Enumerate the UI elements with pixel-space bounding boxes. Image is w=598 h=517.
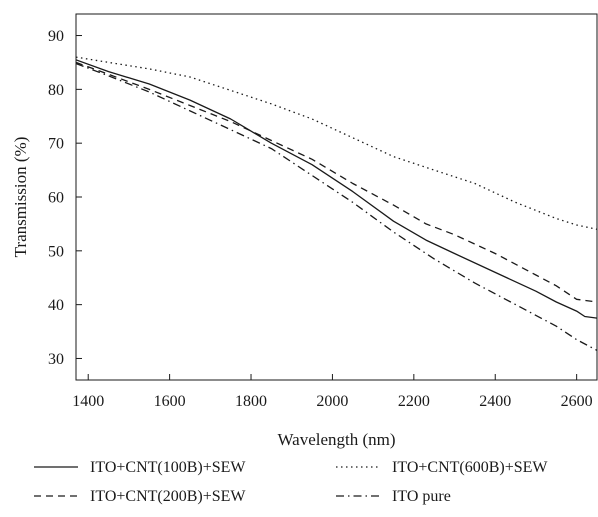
y-axis: 30 40 50 60 70 80 90 [48, 28, 82, 368]
x-axis: 1400 1600 1800 2000 2200 2400 2600 [72, 374, 593, 410]
plot-frame [75, 13, 598, 381]
y-tick-label: 70 [48, 136, 64, 153]
x-tick-label: 2600 [561, 393, 593, 410]
y-tick-label: 60 [48, 190, 64, 207]
series-line-3 [76, 56, 597, 230]
legend: ITO+CNT(100B)+SEW ITO+CNT(200B)+SEW ITO+CN… [34, 459, 548, 505]
y-tick-label: 30 [48, 351, 64, 368]
legend-label-3: ITO+CNT(600B)+SEW [392, 459, 548, 476]
legend-label-1: ITO+CNT(100B)+SEW [90, 459, 246, 476]
y-tick-label: 40 [48, 297, 64, 314]
legend-label-4: ITO pure [392, 488, 451, 505]
y-tick-label: 50 [48, 243, 64, 260]
y-axis-title: Transmission (%) [11, 137, 30, 258]
x-tick-label: 2000 [316, 393, 348, 410]
x-axis-title: Wavelength (nm) [277, 430, 395, 449]
y-tick-label: 80 [48, 82, 64, 99]
x-tick-label: 2200 [398, 393, 430, 410]
series-line-2 [76, 61, 597, 303]
series-line-1 [76, 59, 597, 319]
series-line-4 [76, 62, 597, 351]
x-tick-label: 1800 [235, 393, 267, 410]
x-tick-label: 1600 [154, 393, 186, 410]
x-tick-label: 1400 [72, 393, 104, 410]
plot-lines [76, 56, 597, 351]
x-tick-label: 2400 [479, 393, 511, 410]
legend-label-2: ITO+CNT(200B)+SEW [90, 488, 246, 505]
y-tick-label: 90 [48, 28, 64, 45]
